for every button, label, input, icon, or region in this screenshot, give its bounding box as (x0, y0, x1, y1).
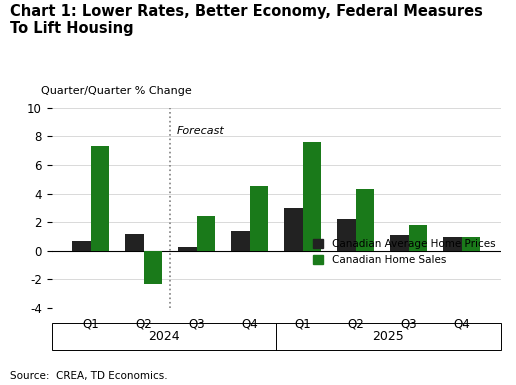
Bar (231, 231, 250, 251)
Bar (356, 189, 374, 251)
Bar (302, 142, 321, 251)
Bar (197, 216, 215, 251)
Bar (390, 235, 409, 251)
Bar (462, 236, 480, 251)
Bar (143, 251, 162, 284)
Bar (90, 146, 109, 251)
Bar (443, 236, 462, 251)
Bar (409, 225, 427, 251)
Legend: Canadian Average Home Prices, Canadian Home Sales: Canadian Average Home Prices, Canadian H… (313, 239, 495, 265)
Bar (250, 186, 268, 251)
Text: Chart 1: Lower Rates, Better Economy, Federal Measures
To Lift Housing: Chart 1: Lower Rates, Better Economy, Fe… (10, 4, 483, 36)
Bar (337, 219, 356, 251)
Text: Source:  CREA, TD Economics.: Source: CREA, TD Economics. (10, 371, 168, 381)
Bar (125, 234, 143, 251)
Bar (178, 247, 197, 251)
Text: 2025: 2025 (373, 330, 404, 343)
Text: Quarter/Quarter % Change: Quarter/Quarter % Change (41, 86, 192, 96)
Text: 2024: 2024 (148, 330, 180, 343)
Bar (72, 241, 90, 251)
Bar (284, 208, 302, 251)
Text: Forecast: Forecast (176, 126, 224, 136)
